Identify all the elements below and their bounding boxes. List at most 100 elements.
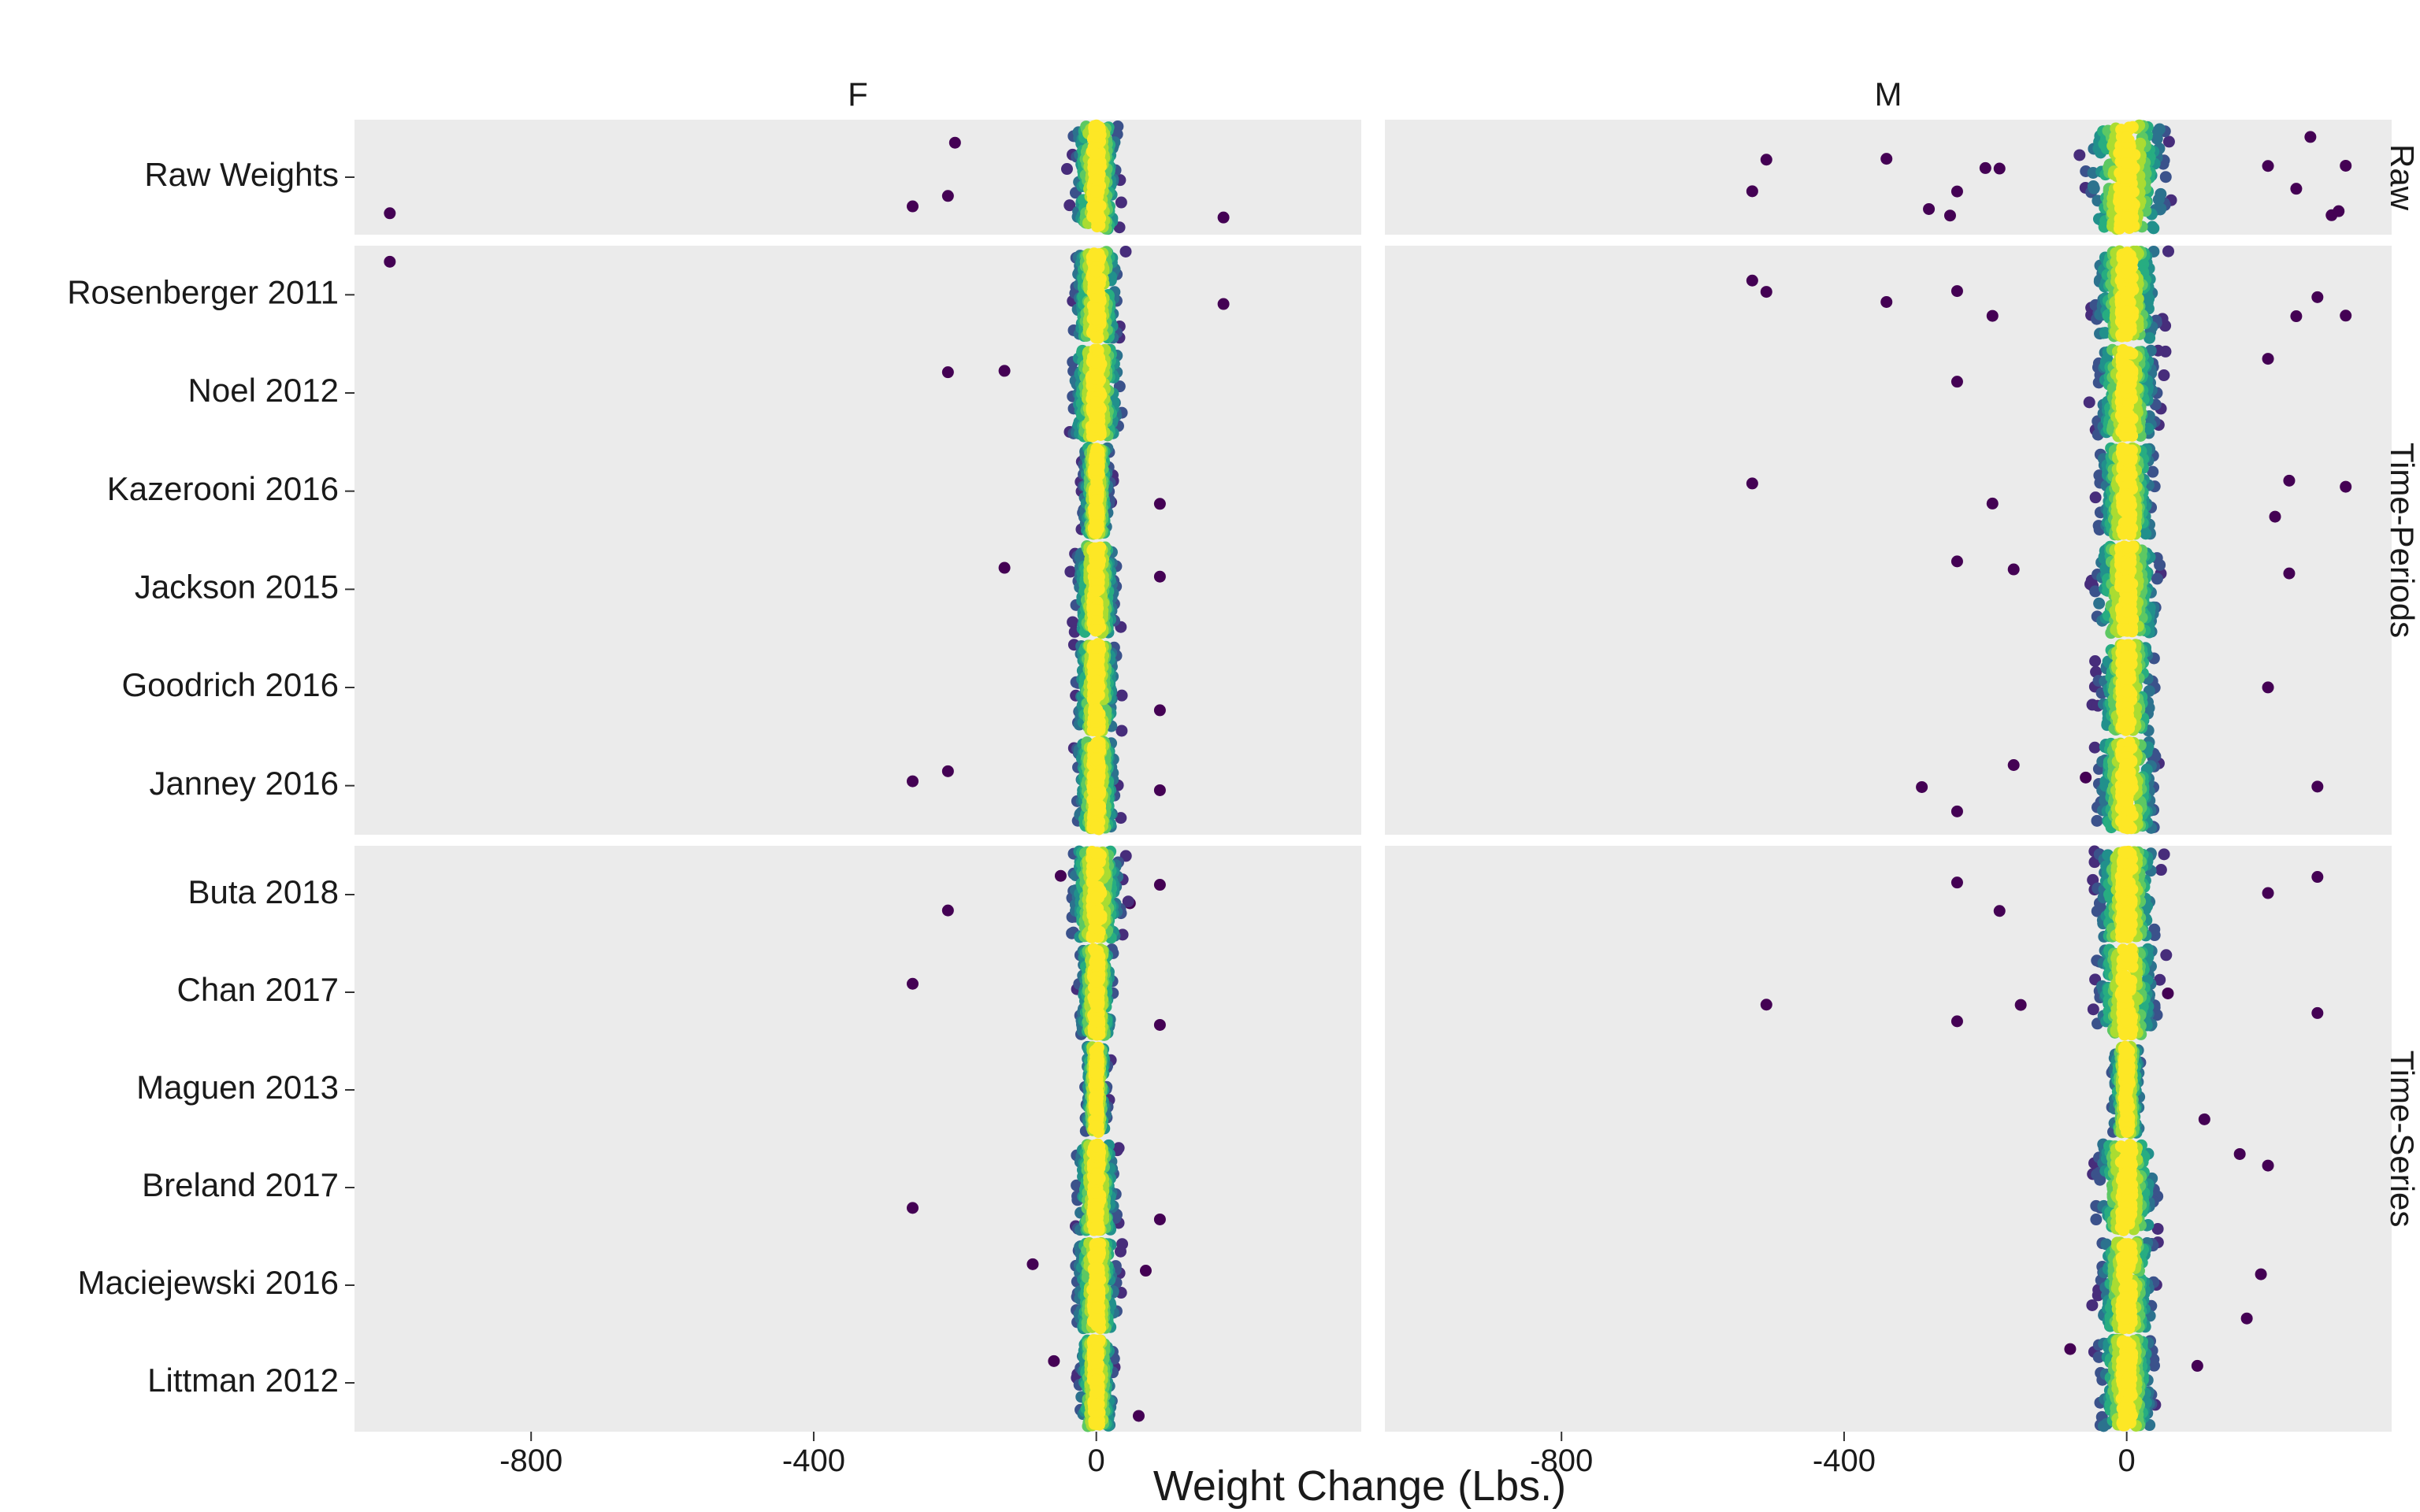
data-point [1119,245,1132,258]
data-point [2121,322,2133,335]
outlier-point [2262,160,2274,172]
data-point [1090,1104,1103,1117]
data-point [1090,265,1103,278]
data-point [2120,186,2132,198]
data-point [1090,282,1103,295]
outlier-point [2333,205,2345,217]
data-point [1090,1140,1103,1153]
data-point [1089,302,1102,315]
data-point [1089,975,1102,988]
category-points [1950,343,2274,443]
data-point [2119,198,2132,211]
outlier-point [1153,704,1166,717]
outlier-point [941,366,954,379]
data-point [1090,565,1103,578]
outlier-point [2340,159,2352,172]
data-point [1090,463,1103,476]
data-point [1089,724,1102,736]
data-point [1089,1173,1102,1185]
data-point [2121,490,2133,502]
data-point [2121,558,2134,571]
outlier-point [1217,211,1230,224]
outlier-point [1950,376,1963,388]
data-point [2121,714,2133,727]
data-point [2151,132,2163,145]
data-point [2121,758,2133,771]
outlier-point [1993,162,2006,175]
data-point [1090,452,1103,465]
data-point [2121,514,2133,527]
data-point [1090,163,1103,176]
data-point [1090,173,1103,186]
outlier-point [941,904,954,917]
panel-background [1385,246,2392,835]
data-point [2121,685,2133,698]
data-point [2120,781,2132,794]
outlier-point [2340,480,2352,493]
data-point [2121,673,2133,685]
data-point [1091,682,1104,695]
facet-panel [1385,245,2392,835]
data-point [1091,584,1104,597]
data-point [2143,332,2156,344]
outlier-point [1760,286,1772,298]
outlier-point [907,977,919,990]
category-points [941,343,1128,443]
data-point [1090,959,1103,972]
outlier-point [907,775,919,788]
data-point [1089,987,1102,999]
data-point [2121,660,2133,673]
data-point [1054,869,1067,882]
outlier-point [941,765,954,777]
outlier-point [1880,295,1893,308]
outlier-point [1153,784,1166,796]
panel-background [354,120,1361,235]
data-point [2088,741,2101,754]
data-point [1090,369,1103,381]
data-point [1089,421,1102,433]
data-point [2083,396,2095,409]
category-points [907,736,1166,836]
outlier-point [1986,309,1999,322]
data-point [1090,868,1103,880]
data-point [1090,1000,1103,1013]
data-point [2151,573,2163,585]
outlier-point [2269,510,2281,523]
outlier-point [2340,309,2352,322]
data-point [2121,795,2133,808]
data-point [1090,736,1103,749]
data-point [2080,771,2092,784]
data-point [2121,591,2133,604]
data-point [2162,135,2175,148]
data-point [1089,858,1102,870]
data-point [1090,711,1103,724]
data-point [2121,147,2133,160]
data-point [2162,245,2175,258]
data-point [1090,891,1103,904]
data-point [1089,411,1102,424]
outlier-point [1916,780,1928,793]
data-point [2073,149,2086,161]
panel-background [354,246,1361,835]
outlier-point [2311,291,2324,303]
data-point [2088,182,2100,195]
data-point [1090,1221,1103,1233]
data-point [1089,332,1102,344]
data-point [2121,254,2133,266]
data-point [1089,147,1102,160]
data-point [2146,220,2158,233]
outlier-point [1746,477,1758,490]
facet-panel [1385,119,2392,235]
data-point [1089,201,1101,213]
outlier-point [1880,153,1893,165]
data-point [1090,847,1103,860]
data-point [2121,264,2134,276]
outlier-point [384,255,396,268]
outlier-point [948,136,961,149]
outlier-point [1153,879,1166,891]
outlier-point [907,1202,919,1214]
data-point [1089,803,1102,816]
data-point [1064,565,1077,578]
data-point [1090,396,1103,409]
